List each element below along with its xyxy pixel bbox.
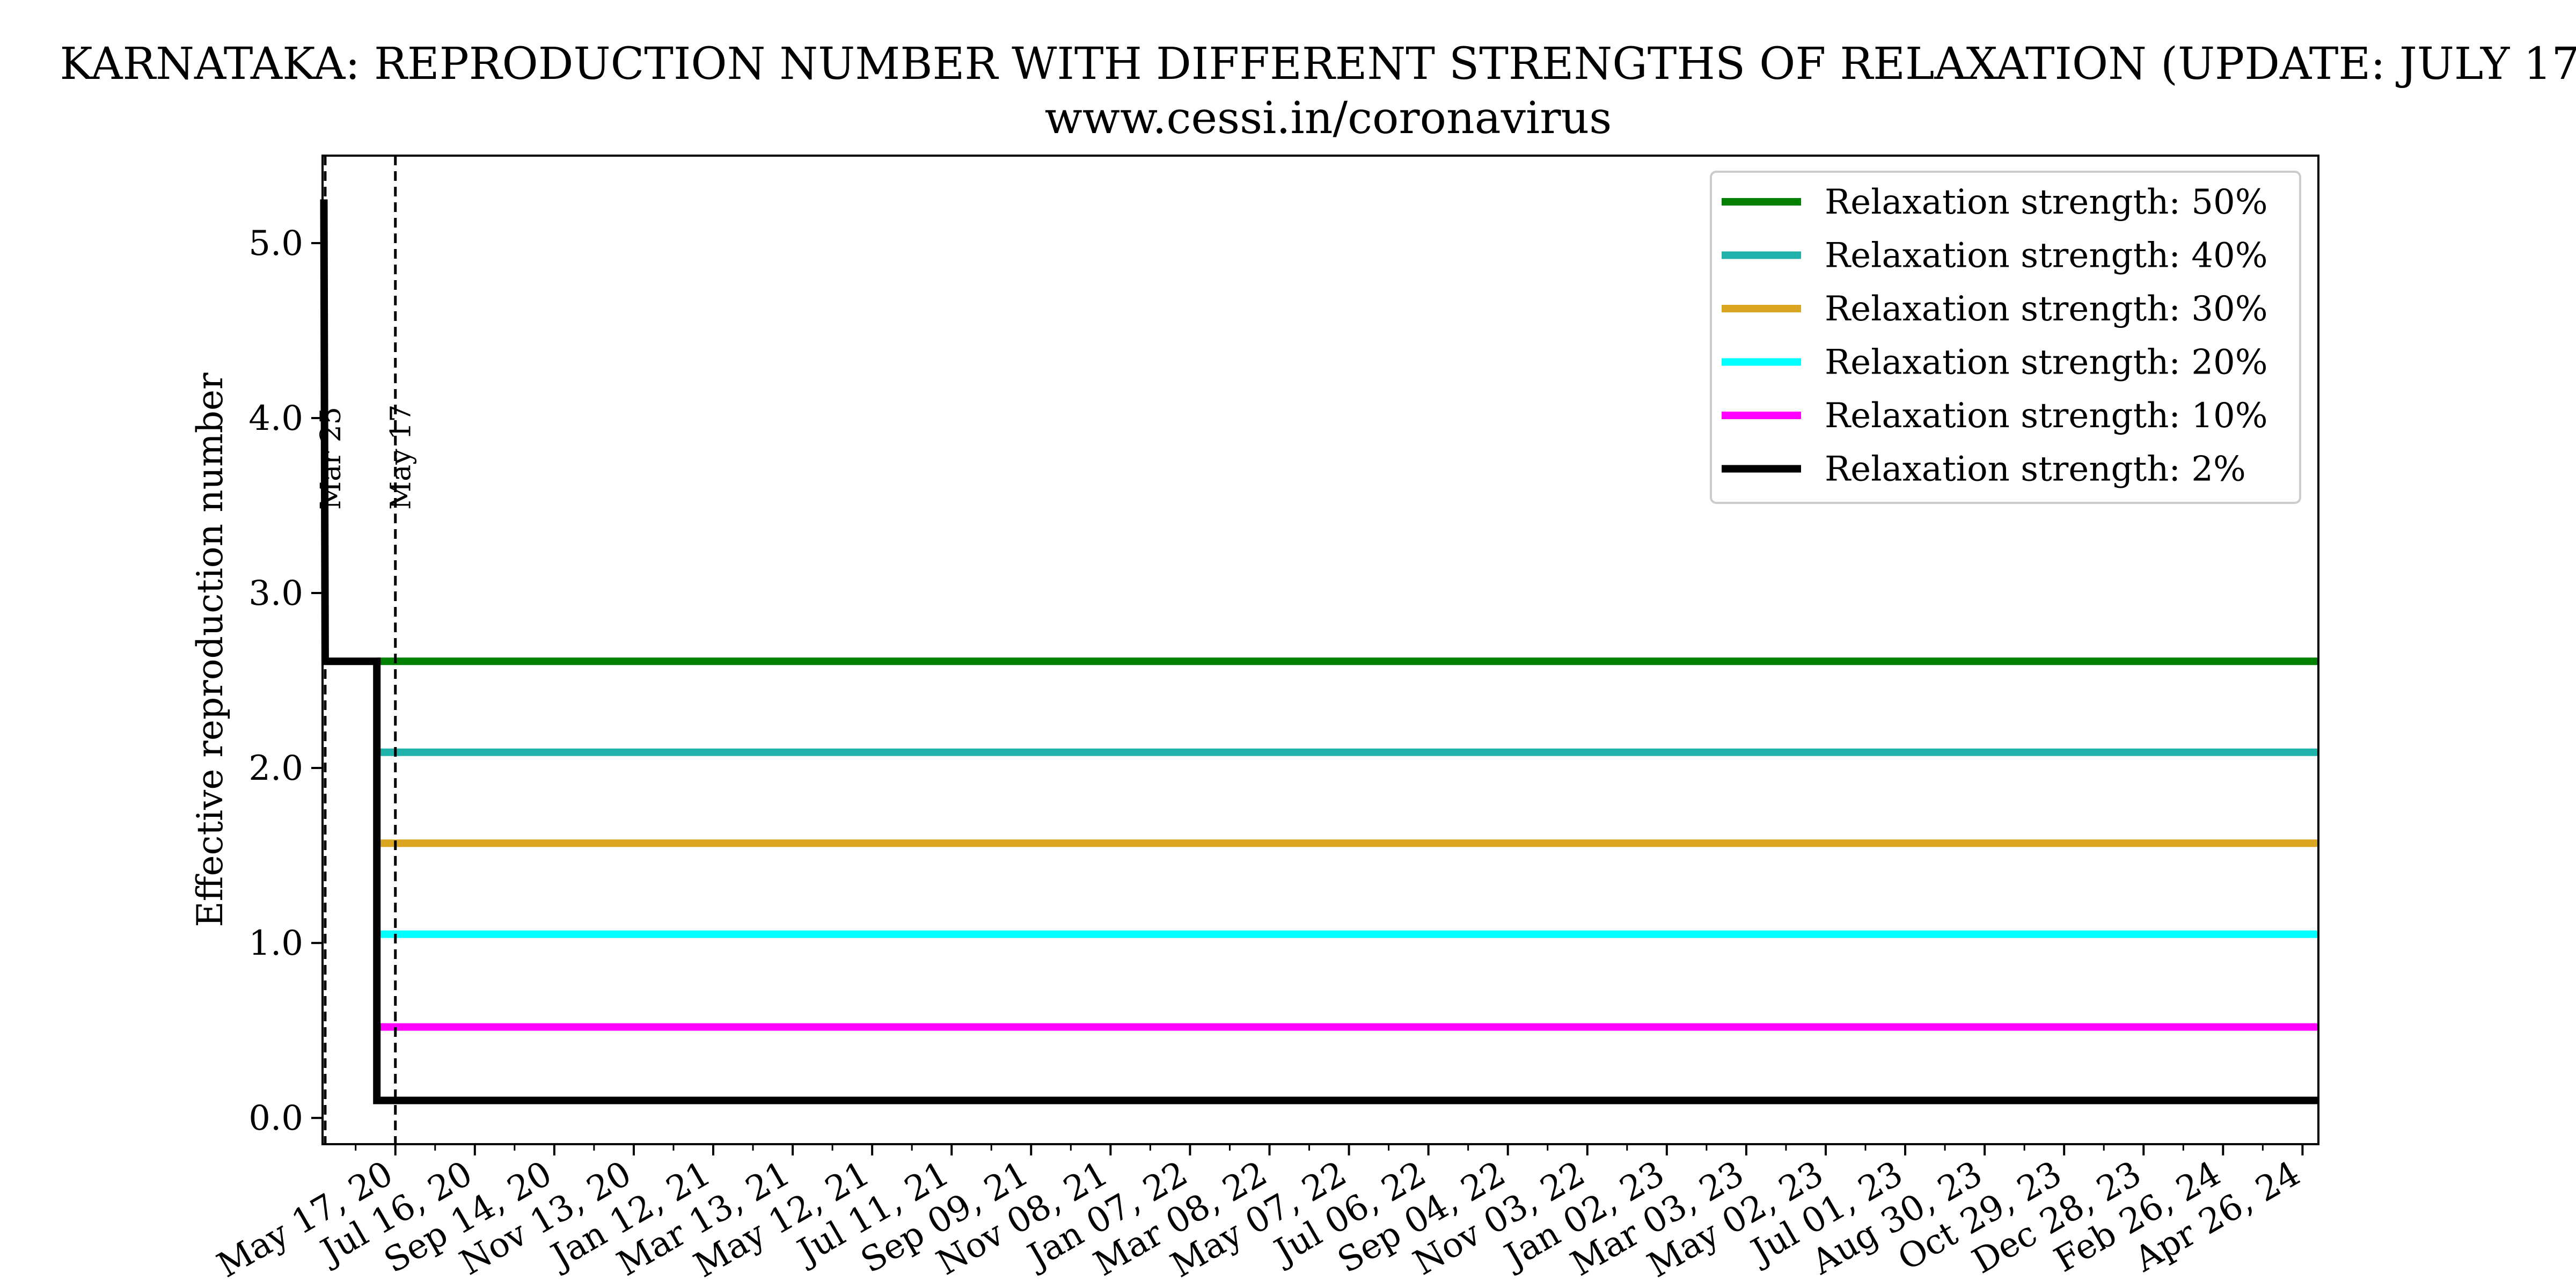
vline-label-1: Mar 25 <box>315 407 347 510</box>
legend-box <box>1710 171 2301 504</box>
y-tick-label-4: 3.0 <box>248 574 303 613</box>
vline-label-2: May 17 <box>385 405 418 510</box>
legend-label-2: Relaxation strength: 40% <box>1825 236 2268 276</box>
legend: Relaxation strength: 50% Relaxation stren… <box>1710 171 2301 504</box>
legend-label-1: Relaxation strength: 50% <box>1825 182 2268 222</box>
legend-label-6: Relaxation strength: 2% <box>1825 450 2246 489</box>
y-tick-label-5: 4.0 <box>248 399 303 438</box>
y-tick-label-2: 1.0 <box>248 924 303 963</box>
y-tick-label-6: 5.0 <box>248 224 303 264</box>
y-axis: 0.0 1.0 2.0 3.0 4.0 5.0 <box>248 224 323 1138</box>
legend-label-3: Relaxation strength: 30% <box>1825 289 2268 329</box>
legend-label-4: Relaxation strength: 20% <box>1825 343 2268 383</box>
y-axis-label: Effective reproduction number <box>189 372 231 927</box>
y-tick-label-1: 0.0 <box>248 1099 303 1138</box>
y-tick-label-3: 2.0 <box>248 749 303 788</box>
chart-title: KARNATAKA: REPRODUCTION NUMBER WITH DIFF… <box>60 39 2576 90</box>
legend-label-5: Relaxation strength: 10% <box>1825 396 2268 436</box>
chart-subtitle: www.cessi.in/coronavirus <box>1045 93 1612 144</box>
plot-frame <box>321 155 2319 1145</box>
vline-group: Mar 25 May 17 <box>315 156 418 1144</box>
